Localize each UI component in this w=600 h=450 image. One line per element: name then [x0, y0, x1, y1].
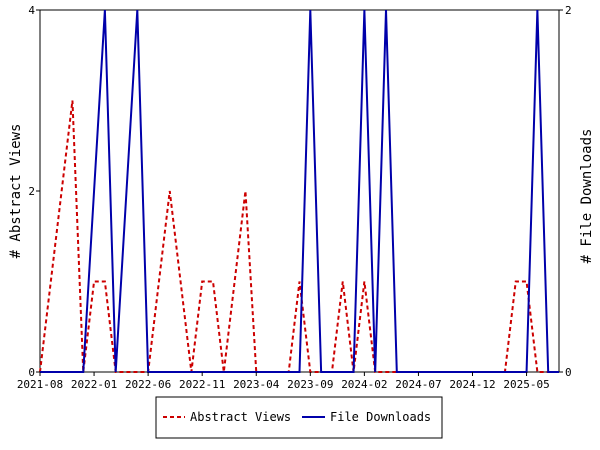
- y2-tick-label: 2: [565, 4, 572, 17]
- legend-label-file-downloads: File Downloads: [330, 410, 431, 424]
- x-tick-label: 2022-06: [125, 378, 171, 391]
- y-tick-label: 2: [28, 185, 35, 198]
- y2-tick-label: 0: [565, 366, 572, 379]
- x-tick-label: 2022-01: [71, 378, 117, 391]
- x-tick-label: 2024-02: [341, 378, 387, 391]
- y-axis-title: # Abstract Views: [8, 124, 24, 259]
- x-tick-label: 2024-07: [395, 378, 441, 391]
- x-tick-label: 2024-12: [449, 378, 495, 391]
- x-tick-label: 2022-11: [179, 378, 225, 391]
- x-tick-label: 2023-09: [287, 378, 333, 391]
- y2-axis-title: # File Downloads: [579, 129, 595, 264]
- axes-layer: 2021-08 2022-01 2022-06 2022-11 2023-04 2023-…: [17, 4, 572, 391]
- y-tick-label: 0: [28, 366, 35, 379]
- x-tick-label: 2025-05: [503, 378, 549, 391]
- legend-box: [155, 396, 443, 439]
- x-tick-label: 2021-08: [17, 378, 63, 391]
- legend-label-abstract-views: Abstract Views: [190, 410, 291, 424]
- plot-area: [39, 9, 560, 373]
- legend: Abstract Views File Downloads: [155, 396, 443, 439]
- x-tick-label: 2023-04: [233, 378, 280, 391]
- y-tick-label: 4: [28, 4, 35, 17]
